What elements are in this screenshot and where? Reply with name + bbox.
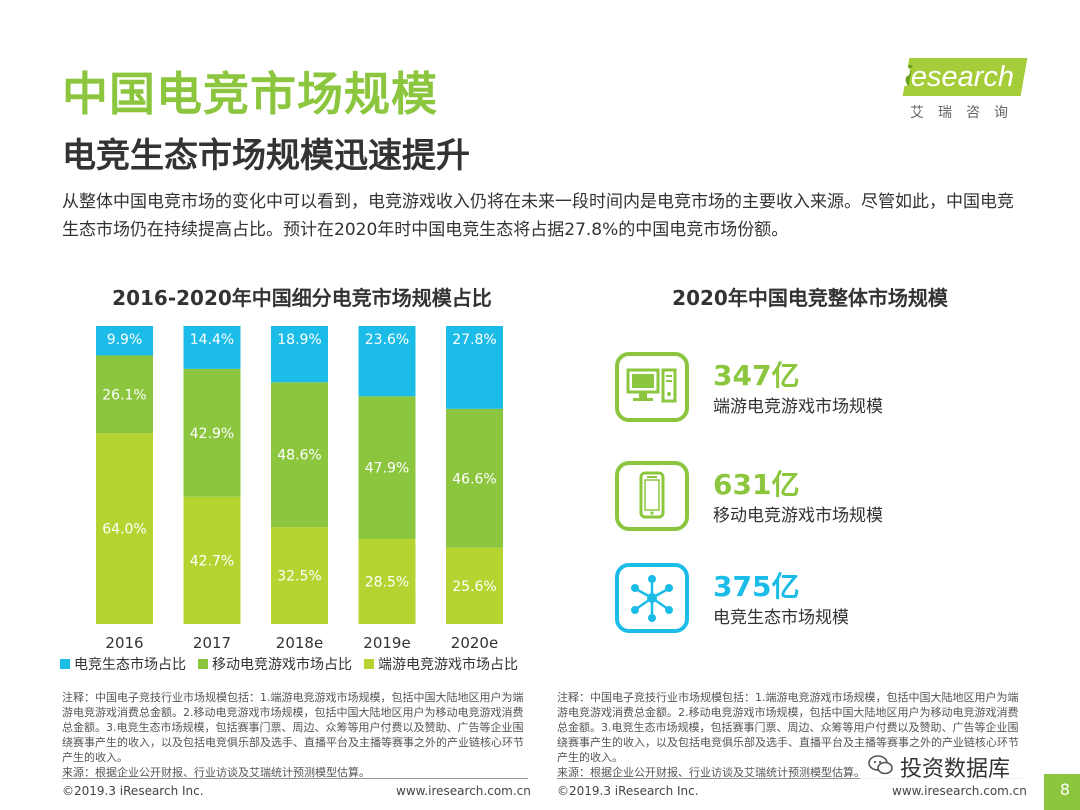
stat-value-pc: 347亿 xyxy=(713,359,800,392)
x-tick-label-2017: 2017 xyxy=(193,634,231,652)
bar-eco-2018e xyxy=(271,326,328,383)
stat-value-mobile: 631亿 xyxy=(713,468,800,501)
page-subtitle: 电竞生态市场规模迅速提升 xyxy=(62,136,470,176)
bar-eco-2017 xyxy=(183,326,241,369)
stat-eco: 375亿 电竞生态市场规模 xyxy=(615,563,1035,643)
description: 从整体中国电竞市场的变化中可以看到，电竞游戏收入仍将在未来一段时间内是电竞市场的… xyxy=(62,192,1014,240)
bar-mobile-2016 xyxy=(96,355,153,434)
logo-initial: i xyxy=(903,61,912,93)
data-label-eco-2020e: 27.8% xyxy=(452,332,496,348)
x-tick-label-2016: 2016 xyxy=(105,634,143,652)
bar-pc-2017 xyxy=(183,496,241,624)
market-size-title: 2020年中国电竞整体市场规模 xyxy=(672,286,948,310)
data-label-pc-2016: 64.0% xyxy=(102,522,146,538)
stat-label-pc: 端游电竞游戏市场规模 xyxy=(713,397,883,417)
bar-mobile-2020e xyxy=(446,408,503,548)
desktop-computer-icon xyxy=(615,352,689,422)
data-label-mobile-2019e: 47.9% xyxy=(365,461,409,477)
logo-cn-text: 艾瑞咨询 xyxy=(910,105,1022,121)
legend-swatch-pc xyxy=(364,659,374,669)
x-tick-label-2018e: 2018e xyxy=(276,634,323,652)
data-label-pc-2020e: 25.6% xyxy=(452,579,496,595)
legend-label-pc: 端游电竞游戏市场占比 xyxy=(378,657,518,673)
page-number: 8 xyxy=(1059,780,1070,799)
logo-text: Research xyxy=(889,61,1014,93)
stat-value-eco: 375亿 xyxy=(713,570,800,603)
stat-label-eco: 电竞生态市场规模 xyxy=(713,608,849,628)
bar-eco-2020e xyxy=(446,326,503,409)
stacked-bar-chart: 64.0% 26.1% 9.9% 2016 42.7% 42.9% 14.4% 2017 32.… xyxy=(96,326,503,652)
note-right-source: 来源：根据企业公开财报、行业访谈及艾瑞统计预测模型估算。 xyxy=(557,766,865,779)
data-label-mobile-2020e: 46.6% xyxy=(452,471,496,487)
page-title: 中国电竞市场规模 xyxy=(62,67,438,121)
bar-pc-2020e xyxy=(446,547,503,624)
data-label-mobile-2016: 26.1% xyxy=(102,387,146,403)
stat-mobile: 631亿 移动电竞游戏市场规模 xyxy=(615,461,1035,541)
bar-pc-2016 xyxy=(96,433,153,624)
x-tick-label-2019e: 2019e xyxy=(363,634,410,652)
bar-pc-2018e xyxy=(271,527,328,624)
watermark: 投资数据库 xyxy=(860,748,1050,782)
stat-pc: 347亿 端游电竞游戏市场规模 xyxy=(615,352,1035,432)
bar-eco-2016 xyxy=(96,326,153,356)
watermark-text: 投资数据库 xyxy=(900,757,1011,782)
chart-legend: 电竞生态市场占比 移动电竞游戏市场占比 端游电竞游戏市场占比 xyxy=(60,654,518,674)
bar-mobile-2019e xyxy=(358,396,416,540)
data-label-pc-2017: 42.7% xyxy=(190,553,234,569)
page-number-badge: 8 xyxy=(1044,774,1080,810)
wechat-icon xyxy=(868,755,893,775)
note-left-text: 注释：中国电子竞技行业市场规模包括：1.端游电竞游戏市场规模，包括中国大陆地区用… xyxy=(62,691,524,764)
legend-swatch-eco xyxy=(60,659,70,669)
data-label-eco-2019e: 23.6% xyxy=(365,332,409,348)
data-label-mobile-2018e: 48.6% xyxy=(277,448,321,464)
note-left: 注释：中国电子竞技行业市场规模包括：1.端游电竞游戏市场规模，包括中国大陆地区用… xyxy=(62,690,532,780)
data-label-eco-2017: 14.4% xyxy=(190,332,234,348)
bar-eco-2019e xyxy=(358,326,416,397)
stat-label-mobile: 移动电竞游戏市场规模 xyxy=(713,506,883,526)
footer-url-left: www.iresearch.com.cn xyxy=(396,784,531,798)
network-nodes-icon xyxy=(615,563,689,633)
x-tick-label-2020e: 2020e xyxy=(451,634,498,652)
footer-copyright-right: ©2019.3 iResearch Inc. xyxy=(557,784,699,798)
bar-mobile-2018e xyxy=(271,382,328,528)
bar-mobile-2017 xyxy=(183,368,241,497)
data-label-pc-2018e: 32.5% xyxy=(277,569,321,585)
smartphone-icon xyxy=(615,461,689,531)
iresearch-logo: i Research 艾瑞咨询 xyxy=(890,58,1028,124)
data-label-eco-2016: 9.9% xyxy=(107,332,143,348)
legend-item-pc: 端游电竞游戏市场占比 xyxy=(364,654,518,674)
data-label-mobile-2017: 42.9% xyxy=(190,426,234,442)
data-label-eco-2018e: 18.9% xyxy=(277,332,321,348)
note-right-text: 注释：中国电子竞技行业市场规模包括：1.端游电竞游戏市场规模，包括中国大陆地区用… xyxy=(557,691,1019,764)
legend-label-mobile: 移动电竞游戏市场占比 xyxy=(212,657,352,673)
footer-rule-left xyxy=(62,778,528,779)
legend-item-eco: 电竞生态市场占比 xyxy=(60,654,186,674)
data-label-pc-2019e: 28.5% xyxy=(365,575,409,591)
chart-title: 2016-2020年中国细分电竞市场规模占比 xyxy=(112,286,492,310)
legend-swatch-mobile xyxy=(198,659,208,669)
footer-url-right: www.iresearch.com.cn xyxy=(892,784,1027,798)
note-right: 注释：中国电子竞技行业市场规模包括：1.端游电竞游戏市场规模，包括中国大陆地区用… xyxy=(557,690,1027,780)
legend-label-eco: 电竞生态市场占比 xyxy=(74,657,186,673)
footer-copyright-left: ©2019.3 iResearch Inc. xyxy=(62,784,204,798)
note-left-source: 来源：根据企业公开财报、行业访谈及艾瑞统计预测模型估算。 xyxy=(62,766,370,779)
footer-rule-right xyxy=(557,778,1023,779)
legend-item-mobile: 移动电竞游戏市场占比 xyxy=(198,654,352,674)
bar-pc-2019e xyxy=(358,539,416,624)
